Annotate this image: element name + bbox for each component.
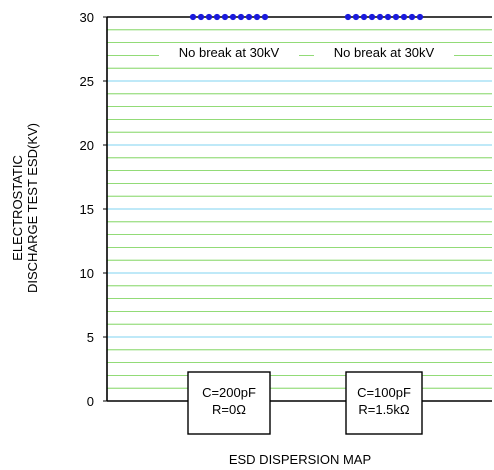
y-axis-label-line-2: DISCHARGE TEST ESD(KV) (25, 123, 40, 293)
y-axis-label-line-1: ELECTROSTATIC (10, 155, 25, 261)
condition-label: R=1.5kΩ (358, 402, 410, 417)
data-point (237, 13, 245, 21)
data-point (229, 13, 237, 21)
condition-label: C=200pF (202, 385, 256, 400)
y-tick-label: 5 (87, 330, 94, 345)
annotation-background (159, 45, 299, 62)
x-axis-label: ESD DISPERSION MAP (229, 452, 371, 467)
data-point (205, 13, 213, 21)
data-point (245, 13, 253, 21)
data-point (344, 13, 352, 21)
condition-box (187, 371, 271, 435)
data-point (197, 13, 205, 21)
grid-lines (107, 29, 492, 389)
data-point (352, 13, 360, 21)
condition-box (345, 371, 423, 435)
data-point (400, 13, 408, 21)
y-tick-label: 25 (80, 74, 94, 89)
data-point (189, 13, 197, 21)
annotations: No break at 30kV No break at 30kV (159, 45, 454, 62)
condition-boxes: C=200pF R=0Ω C=100pF R=1.5kΩ (187, 371, 423, 435)
data-point (360, 13, 368, 21)
y-tick-label: 10 (80, 266, 94, 281)
data-point (213, 13, 221, 21)
data-point (368, 13, 376, 21)
data-points (189, 13, 424, 21)
y-tick-label: 30 (80, 10, 94, 25)
annotation-background (314, 45, 454, 62)
condition-label: C=100pF (357, 385, 411, 400)
data-point (261, 13, 269, 21)
data-point (221, 13, 229, 21)
condition-label: R=0Ω (212, 402, 246, 417)
y-tick-labels: 0 5 10 15 20 25 30 (80, 10, 107, 409)
y-axis-label: ELECTROSTATIC DISCHARGE TEST ESD(KV) (10, 123, 40, 293)
data-point (392, 13, 400, 21)
no-break-annotation: No break at 30kV (334, 45, 435, 60)
data-point (384, 13, 392, 21)
data-point (376, 13, 384, 21)
data-point (408, 13, 416, 21)
y-tick-label: 20 (80, 138, 94, 153)
data-point (416, 13, 424, 21)
y-tick-label: 15 (80, 202, 94, 217)
data-point (253, 13, 261, 21)
y-tick-label: 0 (87, 394, 94, 409)
no-break-annotation: No break at 30kV (179, 45, 280, 60)
